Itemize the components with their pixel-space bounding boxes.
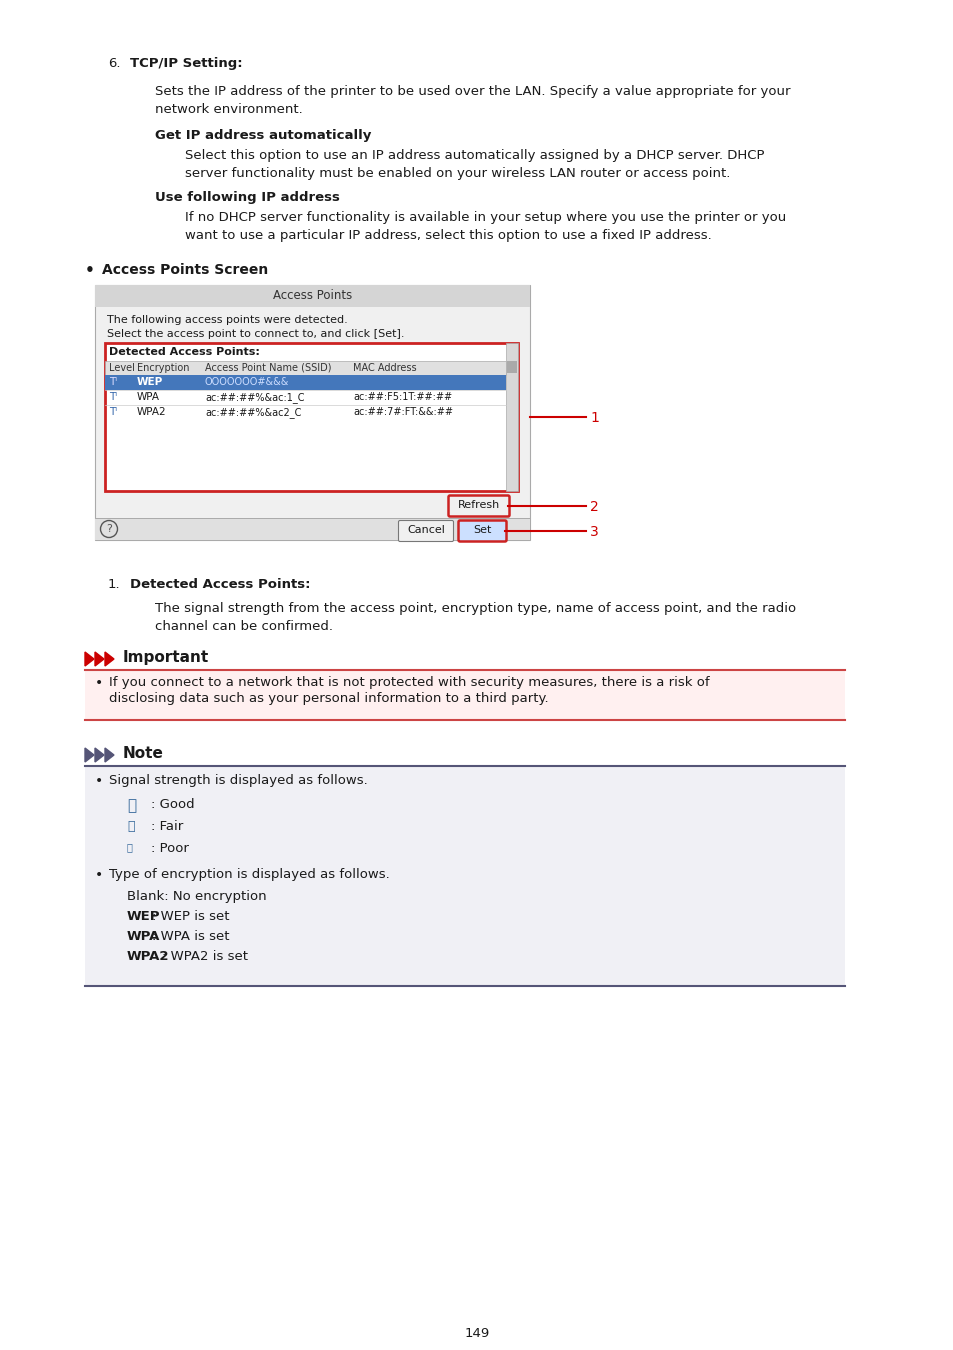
Text: network environment.: network environment. <box>154 103 302 116</box>
Text: 6.: 6. <box>108 57 120 70</box>
Text: OOOOOOO#&&&: OOOOOOO#&&& <box>205 377 289 387</box>
Text: •: • <box>95 774 103 788</box>
Text: The following access points were detected.: The following access points were detecte… <box>107 315 348 325</box>
Text: Level: Level <box>109 363 134 373</box>
Polygon shape <box>85 652 94 666</box>
Text: : Good: : Good <box>151 798 194 811</box>
Text: Note: Note <box>123 747 164 761</box>
Text: ac:##:7#:FT:&&:##: ac:##:7#:FT:&&:## <box>353 406 453 417</box>
FancyBboxPatch shape <box>458 521 506 541</box>
Text: WPA2: WPA2 <box>127 950 170 963</box>
Text: WEP: WEP <box>127 910 160 923</box>
Text: 3: 3 <box>589 525 598 539</box>
Text: •: • <box>95 676 103 690</box>
Text: Select the access point to connect to, and click [Set].: Select the access point to connect to, a… <box>107 329 404 339</box>
Text: Signal strength is displayed as follows.: Signal strength is displayed as follows. <box>109 774 367 787</box>
Text: 📶: 📶 <box>127 842 132 852</box>
Text: want to use a particular IP address, select this option to use a fixed IP addres: want to use a particular IP address, sel… <box>185 230 711 242</box>
Text: ac:##:##%&ac2_C: ac:##:##%&ac2_C <box>205 406 301 418</box>
Bar <box>95 285 530 540</box>
Text: : Poor: : Poor <box>151 842 189 855</box>
Bar <box>105 360 505 375</box>
Text: disclosing data such as your personal information to a third party.: disclosing data such as your personal in… <box>109 693 548 705</box>
Text: channel can be confirmed.: channel can be confirmed. <box>154 620 333 633</box>
Bar <box>105 343 517 491</box>
Text: WPA: WPA <box>127 930 160 944</box>
Text: The signal strength from the access point, encryption type, name of access point: The signal strength from the access poin… <box>154 602 796 616</box>
Text: 📶: 📶 <box>127 819 134 833</box>
Text: ?: ? <box>106 524 112 535</box>
Text: : Fair: : Fair <box>151 819 183 833</box>
Text: If you connect to a network that is not protected with security measures, there : If you connect to a network that is not … <box>109 676 709 688</box>
Text: : WPA is set: : WPA is set <box>152 930 230 944</box>
Text: Blank: No encryption: Blank: No encryption <box>127 890 266 903</box>
Text: 1.: 1. <box>108 578 120 591</box>
Text: TCP/IP Setting:: TCP/IP Setting: <box>130 57 242 70</box>
Text: 2: 2 <box>589 500 598 514</box>
Text: server functionality must be enabled on your wireless LAN router or access point: server functionality must be enabled on … <box>185 167 730 180</box>
Text: Tⁱ: Tⁱ <box>109 377 117 387</box>
Text: 1: 1 <box>589 410 598 425</box>
Text: Refresh: Refresh <box>457 500 499 510</box>
Text: Access Point Name (SSID): Access Point Name (SSID) <box>205 363 331 373</box>
FancyBboxPatch shape <box>448 495 509 517</box>
Text: 149: 149 <box>464 1327 489 1341</box>
Text: Access Points: Access Points <box>273 289 352 302</box>
Text: WPA2: WPA2 <box>137 406 167 417</box>
Text: Sets the IP address of the printer to be used over the LAN. Specify a value appr: Sets the IP address of the printer to be… <box>154 85 790 99</box>
FancyBboxPatch shape <box>398 521 453 541</box>
Text: ac:##:##%&ac:1_C: ac:##:##%&ac:1_C <box>205 392 304 402</box>
Text: Encryption: Encryption <box>137 363 190 373</box>
Text: Important: Important <box>123 649 209 666</box>
Bar <box>506 360 517 373</box>
Text: Access Points Screen: Access Points Screen <box>102 263 268 277</box>
Text: ac:##:F5:1T:##:##: ac:##:F5:1T:##:## <box>353 392 452 402</box>
Polygon shape <box>105 748 113 761</box>
Text: 📶: 📶 <box>127 798 136 813</box>
Polygon shape <box>95 748 104 761</box>
Text: MAC Address: MAC Address <box>353 363 416 373</box>
Text: •: • <box>85 263 94 278</box>
Text: Set: Set <box>473 525 491 535</box>
Bar <box>95 518 530 540</box>
Text: Select this option to use an IP address automatically assigned by a DHCP server.: Select this option to use an IP address … <box>185 148 763 162</box>
Bar <box>95 285 530 306</box>
Bar <box>85 765 844 986</box>
Polygon shape <box>95 652 104 666</box>
Text: : WPA2 is set: : WPA2 is set <box>162 950 248 963</box>
Text: Detected Access Points:: Detected Access Points: <box>109 347 259 356</box>
Bar <box>85 670 844 720</box>
Text: WEP: WEP <box>137 377 163 387</box>
Bar <box>105 375 505 390</box>
Text: Use following IP address: Use following IP address <box>154 190 339 204</box>
Polygon shape <box>105 652 113 666</box>
Text: Cancel: Cancel <box>407 525 444 535</box>
Text: Tⁱ: Tⁱ <box>109 392 117 402</box>
Text: Detected Access Points:: Detected Access Points: <box>130 578 310 591</box>
Text: : WEP is set: : WEP is set <box>152 910 230 923</box>
Text: Tⁱ: Tⁱ <box>109 406 117 417</box>
Text: WPA: WPA <box>137 392 160 402</box>
Text: Type of encryption is displayed as follows.: Type of encryption is displayed as follo… <box>109 868 390 882</box>
Text: If no DHCP server functionality is available in your setup where you use the pri: If no DHCP server functionality is avail… <box>185 211 785 224</box>
Bar <box>505 343 517 491</box>
Text: •: • <box>95 868 103 882</box>
Text: Get IP address automatically: Get IP address automatically <box>154 130 371 142</box>
Polygon shape <box>85 748 94 761</box>
